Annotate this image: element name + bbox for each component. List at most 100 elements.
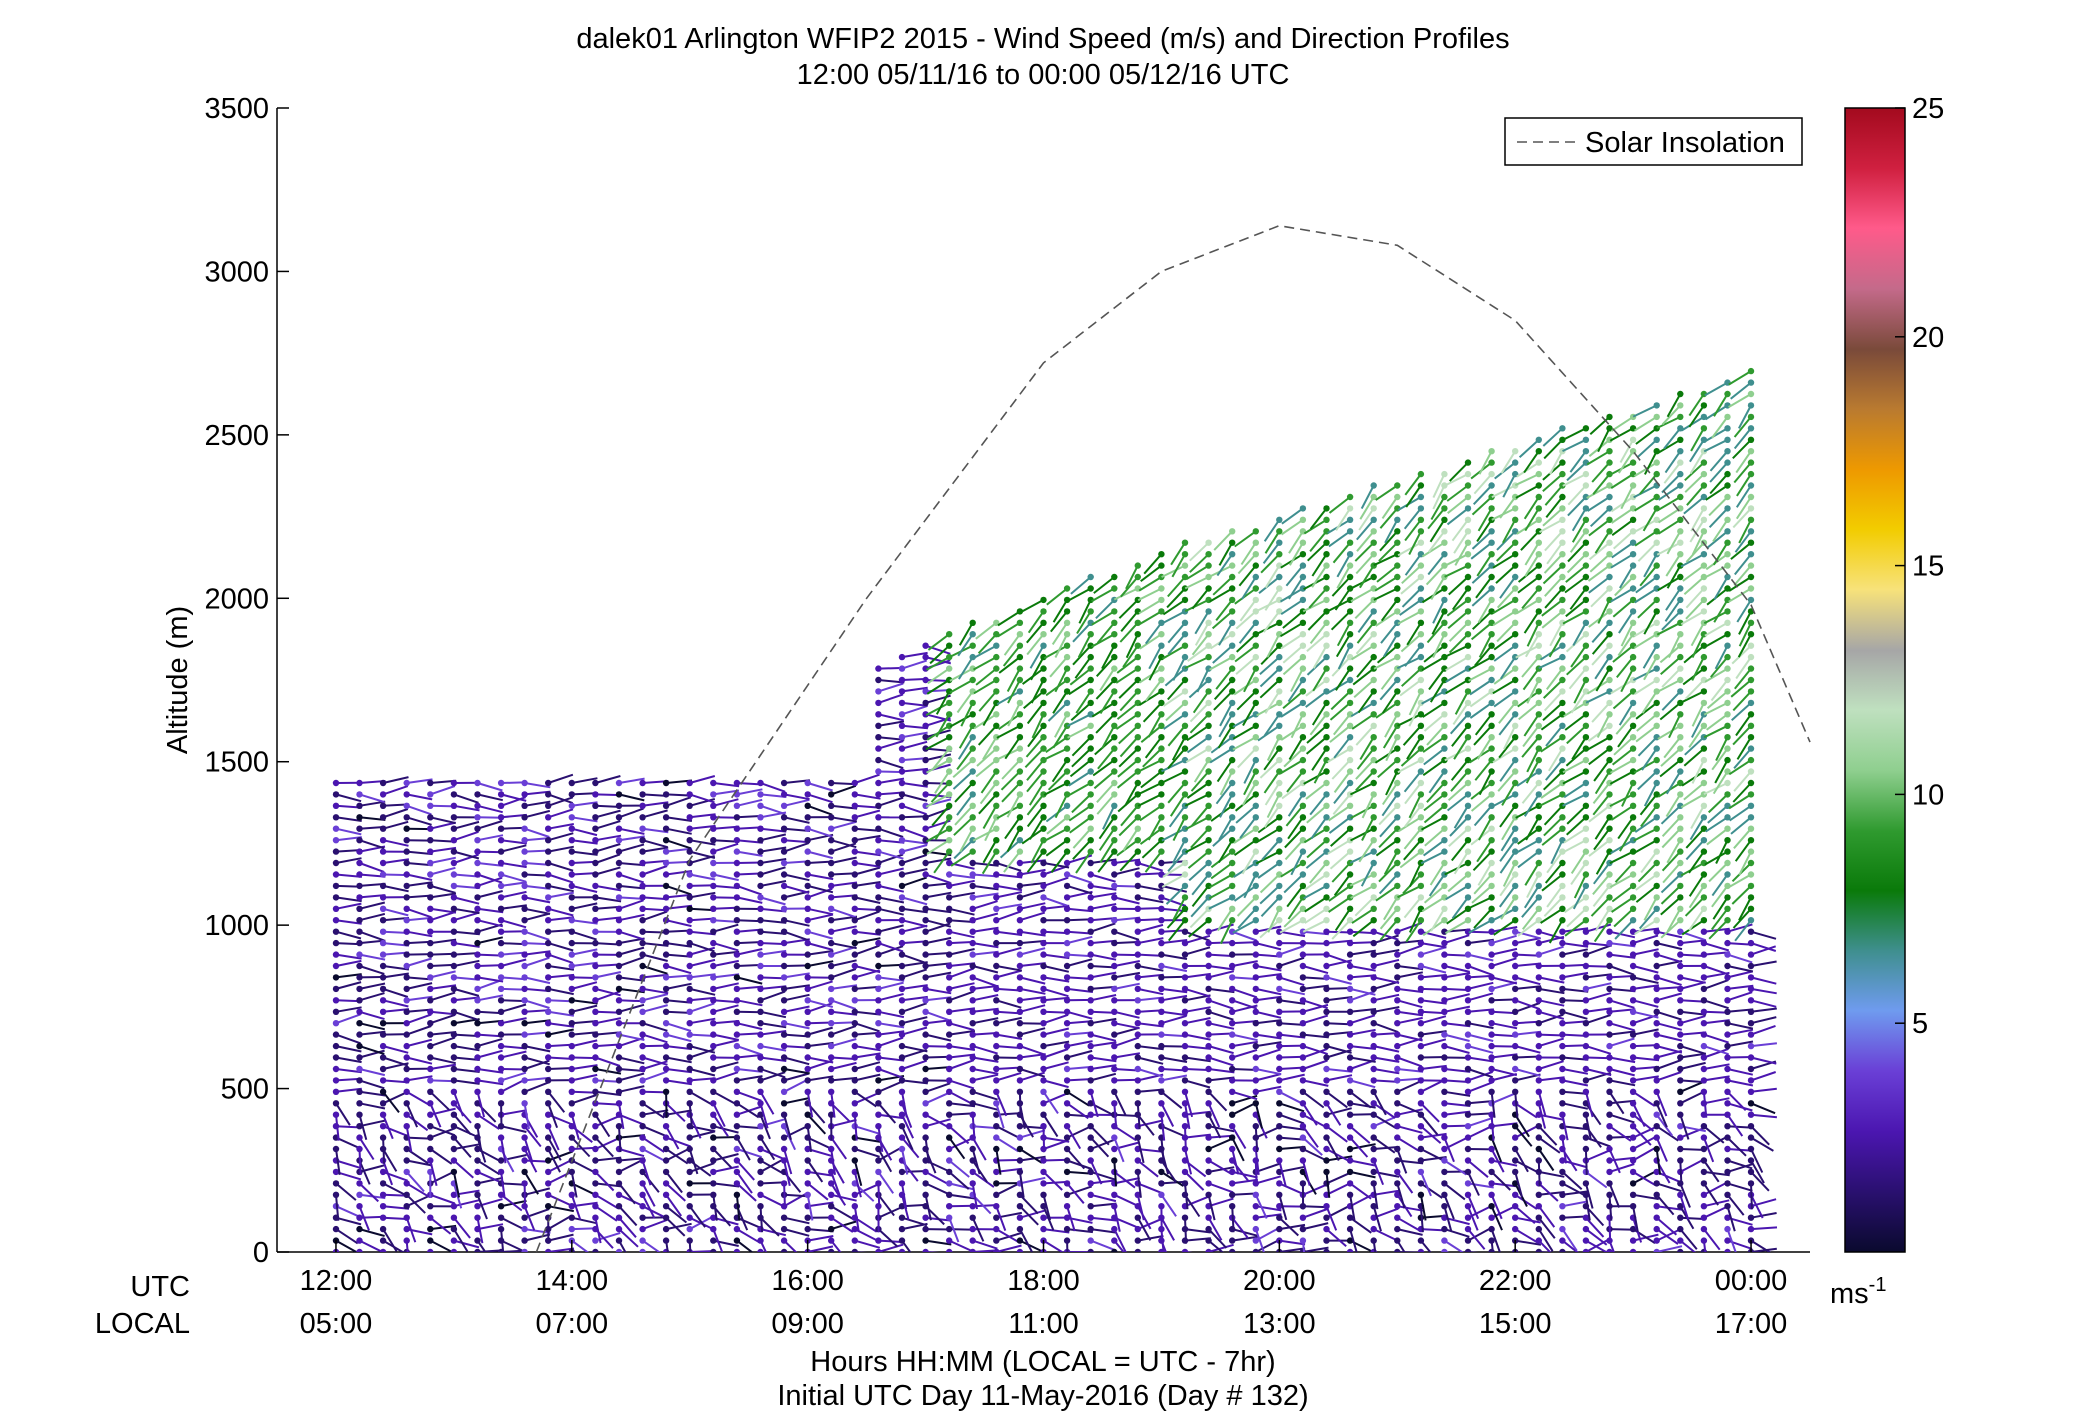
- wind-barb-line: [665, 1068, 693, 1074]
- wind-barb-line: [689, 813, 716, 819]
- wind-barb-line: [901, 1026, 928, 1036]
- wind-barb-line: [783, 972, 810, 979]
- wind-barb-line: [1309, 862, 1328, 884]
- wind-barb-dot: [898, 1031, 906, 1038]
- wind-barb-dot: [1016, 1248, 1024, 1252]
- wind-barb-dot: [1040, 985, 1047, 993]
- wind-barb-dot: [780, 1145, 788, 1153]
- wind-barb-dot: [497, 1134, 505, 1141]
- wind-barb-dot: [1158, 791, 1165, 798]
- wind-barb-line: [972, 1017, 999, 1025]
- wind-barb-line: [1354, 599, 1375, 620]
- wind-barb-dot: [1276, 516, 1283, 523]
- wind-barb-line: [1114, 1251, 1116, 1252]
- wind-barb-dot: [1252, 596, 1260, 604]
- wind-barb-line: [1078, 599, 1092, 624]
- wind-barb-dot: [946, 802, 953, 809]
- wind-barb-line: [500, 958, 527, 967]
- wind-barb-line: [430, 1063, 457, 1070]
- wind-barb-line: [901, 984, 928, 990]
- wind-barb-line: [1288, 576, 1304, 600]
- wind-barb-dot: [615, 974, 623, 981]
- wind-barb-line: [1331, 862, 1351, 883]
- wind-barb-dot: [379, 1111, 387, 1118]
- wind-barb-dot: [1370, 745, 1377, 752]
- wind-barb-line: [1236, 896, 1257, 917]
- wind-barb-dot: [1063, 962, 1071, 970]
- wind-barb-dot: [1323, 1020, 1330, 1027]
- wind-barb-line: [954, 782, 974, 803]
- wind-barb-dot: [780, 859, 788, 867]
- wind-barb-dot: [521, 1065, 528, 1073]
- wind-barb-dot: [1276, 688, 1283, 695]
- wind-barb-dot: [1252, 928, 1260, 935]
- wind-barb-line: [500, 1109, 527, 1116]
- wind-barb-line: [642, 1136, 665, 1153]
- wind-barb-line: [760, 1010, 787, 1019]
- wind-barb-dot: [356, 1237, 363, 1244]
- wind-barb-line: [429, 1216, 452, 1235]
- wind-barb-dot: [1252, 734, 1260, 741]
- wind-barb-line: [1004, 736, 1021, 760]
- wind-barb-dot: [545, 1180, 552, 1187]
- wind-barb-dot: [1016, 985, 1024, 993]
- wind-barb-dot: [1063, 1168, 1071, 1176]
- wind-barb-line: [1443, 1159, 1467, 1176]
- wind-barb-line: [429, 785, 456, 796]
- wind-barb-dot: [427, 1088, 434, 1096]
- wind-barb-line: [1383, 851, 1399, 875]
- wind-barb-dot: [733, 1134, 741, 1141]
- wind-barb-dot: [757, 962, 764, 970]
- wind-barb-line: [618, 1182, 636, 1205]
- wind-barb-line: [1049, 656, 1068, 678]
- wind-barb-line: [1051, 759, 1068, 783]
- wind-barb-line: [831, 942, 857, 950]
- wind-barb-dot: [969, 974, 976, 981]
- wind-barb-line: [736, 896, 763, 904]
- wind-barb-dot: [403, 802, 410, 809]
- wind-barb-dot: [898, 848, 906, 855]
- wind-barb-dot: [1181, 917, 1189, 924]
- wind-barb-line: [1119, 622, 1139, 643]
- wind-barb-line: [1379, 679, 1399, 701]
- wind-barb-dot: [521, 974, 528, 981]
- wind-barb-line: [1168, 919, 1186, 942]
- wind-barb-dot: [1158, 596, 1165, 604]
- wind-barb-line: [595, 809, 621, 819]
- wind-barb-dot: [1346, 734, 1354, 741]
- wind-barb-line: [1184, 793, 1210, 807]
- wind-barb-line: [1282, 690, 1304, 709]
- wind-barb-dot: [332, 1008, 340, 1015]
- wind-barb-dot: [379, 962, 387, 970]
- wind-barb-line: [1397, 541, 1422, 557]
- wind-barb-dot: [568, 1111, 575, 1118]
- wind-barb-dot: [1040, 1168, 1047, 1176]
- wind-barb-line: [1262, 610, 1281, 633]
- wind-barb-line: [1444, 1110, 1471, 1116]
- wind-barb-line: [1326, 1182, 1351, 1196]
- wind-barb-line: [430, 816, 456, 825]
- wind-barb-line: [1400, 633, 1422, 653]
- wind-barb-dot: [403, 1088, 410, 1096]
- wind-barb-dot: [710, 894, 717, 901]
- wind-barb-dot: [356, 1248, 363, 1252]
- wind-barb-line: [1375, 839, 1398, 857]
- wind-barb-line: [1138, 610, 1162, 626]
- wind-barb-line: [713, 1165, 739, 1173]
- wind-barb-dot: [851, 882, 858, 890]
- wind-barb-dot: [379, 814, 387, 821]
- wind-barb-dot: [521, 791, 528, 798]
- wind-barb-dot: [686, 1168, 693, 1176]
- wind-barb-line: [925, 971, 952, 979]
- wind-barb-dot: [1087, 848, 1094, 855]
- wind-barb-dot: [1181, 1248, 1189, 1252]
- wind-barb-line: [1232, 960, 1258, 967]
- wind-barb-line: [453, 1228, 469, 1252]
- wind-barb-line: [595, 987, 621, 997]
- wind-barb-line: [453, 987, 480, 997]
- wind-barb-line: [783, 1056, 810, 1066]
- wind-barb-dot: [1134, 745, 1142, 752]
- wind-barb-line: [878, 1080, 903, 1093]
- wind-barb-dot: [592, 1248, 599, 1252]
- wind-barb-dot: [1252, 1042, 1260, 1050]
